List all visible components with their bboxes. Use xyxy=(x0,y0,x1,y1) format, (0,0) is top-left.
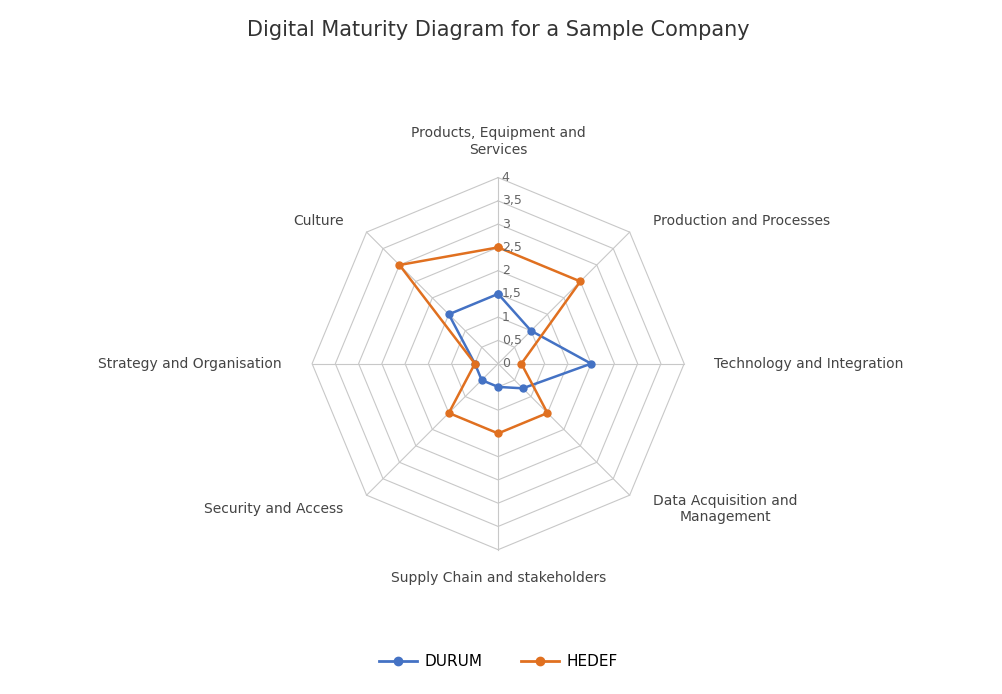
Text: 0,5: 0,5 xyxy=(502,334,522,347)
Text: Supply Chain and stakeholders: Supply Chain and stakeholders xyxy=(391,570,606,584)
Text: 0: 0 xyxy=(502,357,510,370)
Text: Products, Equipment and
Services: Products, Equipment and Services xyxy=(411,126,585,157)
Text: Culture: Culture xyxy=(293,214,344,228)
Text: 2: 2 xyxy=(502,264,510,277)
Text: Data Acquisition and
Management: Data Acquisition and Management xyxy=(653,494,798,524)
Text: 3: 3 xyxy=(502,218,510,230)
Text: 1: 1 xyxy=(502,311,510,323)
Text: 3,5: 3,5 xyxy=(502,194,522,208)
Text: Security and Access: Security and Access xyxy=(204,502,344,516)
Text: Technology and Integration: Technology and Integration xyxy=(714,357,904,371)
Text: Strategy and Organisation: Strategy and Organisation xyxy=(98,357,282,371)
Text: Production and Processes: Production and Processes xyxy=(653,214,830,228)
Legend: DURUM, HEDEF: DURUM, HEDEF xyxy=(373,648,624,675)
Text: 2,5: 2,5 xyxy=(502,241,522,254)
Text: 4: 4 xyxy=(502,171,510,184)
Text: 1,5: 1,5 xyxy=(502,287,522,301)
Title: Digital Maturity Diagram for a Sample Company: Digital Maturity Diagram for a Sample Co… xyxy=(246,20,749,40)
